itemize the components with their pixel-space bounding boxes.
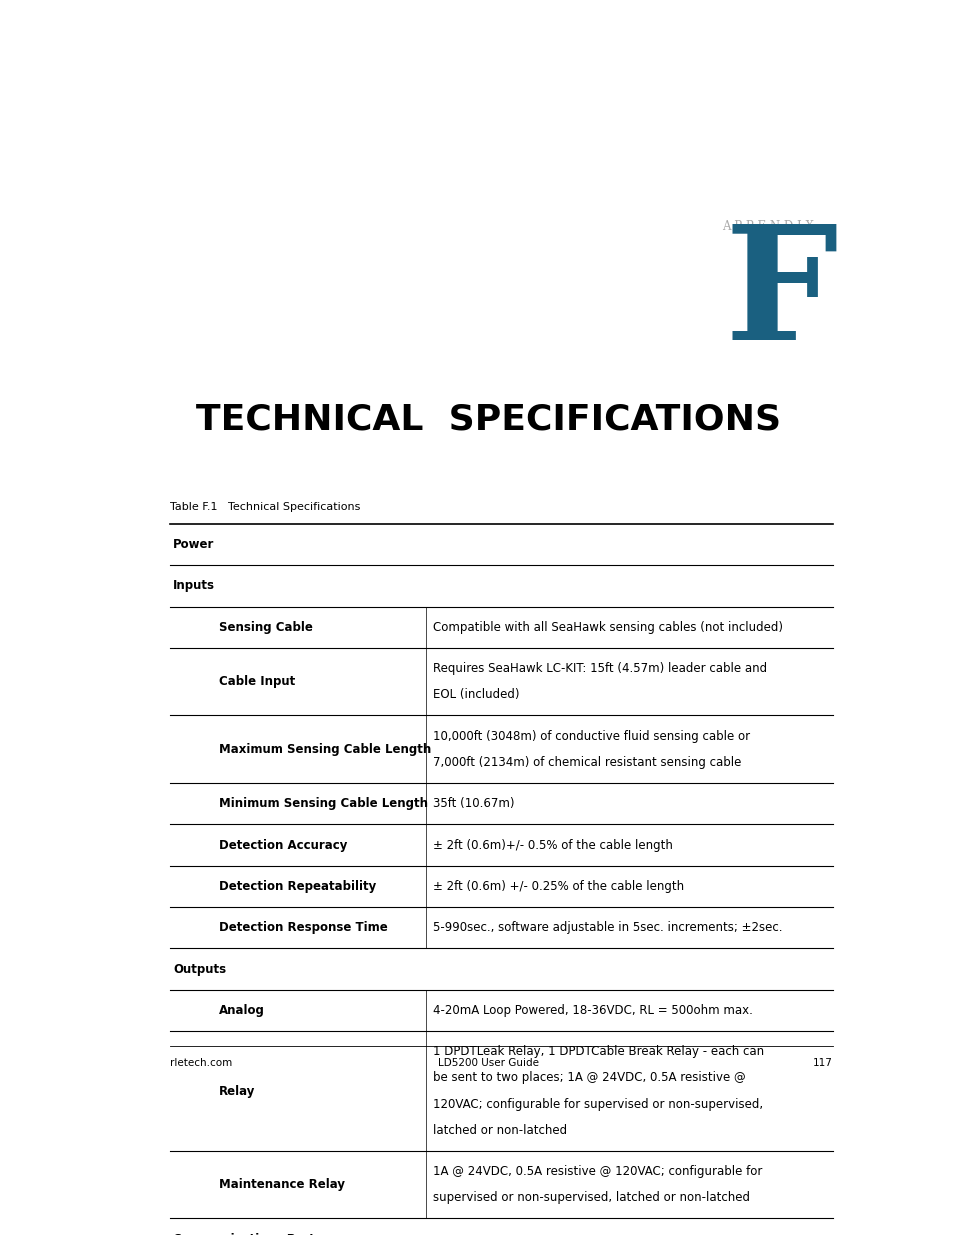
Text: Inputs: Inputs (173, 579, 215, 593)
Text: TECHNICAL  SPECIFICATIONS: TECHNICAL SPECIFICATIONS (196, 403, 781, 436)
Text: Table F.1   Technical Specifications: Table F.1 Technical Specifications (170, 503, 359, 513)
Text: Detection Accuracy: Detection Accuracy (219, 839, 347, 851)
Text: latched or non-latched: latched or non-latched (433, 1124, 567, 1136)
Text: Sensing Cable: Sensing Cable (219, 621, 313, 634)
Text: Requires SeaHawk LC-KIT: 15ft (4.57m) leader cable and: Requires SeaHawk LC-KIT: 15ft (4.57m) le… (433, 662, 767, 676)
Text: ± 2ft (0.6m) +/- 0.25% of the cable length: ± 2ft (0.6m) +/- 0.25% of the cable leng… (433, 879, 684, 893)
Text: Maximum Sensing Cable Length: Maximum Sensing Cable Length (219, 742, 431, 756)
Text: 5-990sec., software adjustable in 5sec. increments; ±2sec.: 5-990sec., software adjustable in 5sec. … (433, 921, 782, 934)
Text: 4-20mA Loop Powered, 18-36VDC, RL = 500ohm max.: 4-20mA Loop Powered, 18-36VDC, RL = 500o… (433, 1004, 753, 1016)
Text: Detection Repeatability: Detection Repeatability (219, 879, 375, 893)
Text: Detection Response Time: Detection Response Time (219, 921, 388, 934)
Text: F: F (723, 219, 837, 373)
Text: Minimum Sensing Cable Length: Minimum Sensing Cable Length (219, 797, 428, 810)
Text: supervised or non-supervised, latched or non-latched: supervised or non-supervised, latched or… (433, 1192, 750, 1204)
Text: 35ft (10.67m): 35ft (10.67m) (433, 797, 515, 810)
Text: Analog: Analog (219, 1004, 265, 1016)
Text: be sent to two places; 1A @ 24VDC, 0.5A resistive @: be sent to two places; 1A @ 24VDC, 0.5A … (433, 1072, 745, 1084)
Text: 1A @ 24VDC, 0.5A resistive @ 120VAC; configurable for: 1A @ 24VDC, 0.5A resistive @ 120VAC; con… (433, 1165, 762, 1178)
Text: LD5200 User Guide: LD5200 User Guide (438, 1058, 538, 1068)
Text: Outputs: Outputs (173, 962, 226, 976)
Text: Communications Ports: Communications Ports (173, 1233, 322, 1235)
Text: ± 2ft (0.6m)+/- 0.5% of the cable length: ± 2ft (0.6m)+/- 0.5% of the cable length (433, 839, 673, 851)
Text: A P P E N D I X: A P P E N D I X (721, 220, 814, 232)
Text: Relay: Relay (219, 1084, 255, 1098)
Text: Compatible with all SeaHawk sensing cables (not included): Compatible with all SeaHawk sensing cabl… (433, 621, 782, 634)
Text: EOL (included): EOL (included) (433, 688, 519, 701)
Text: 120VAC; configurable for supervised or non-supervised,: 120VAC; configurable for supervised or n… (433, 1098, 762, 1110)
Text: Power: Power (173, 538, 214, 551)
Text: Maintenance Relay: Maintenance Relay (219, 1178, 345, 1192)
Text: 1 DPDTLeak Relay, 1 DPDTCable Break Relay - each can: 1 DPDTLeak Relay, 1 DPDTCable Break Rela… (433, 1045, 763, 1058)
Text: 117: 117 (812, 1058, 832, 1068)
Text: Cable Input: Cable Input (219, 676, 295, 688)
Text: rletech.com: rletech.com (170, 1058, 232, 1068)
Text: 10,000ft (3048m) of conductive fluid sensing cable or: 10,000ft (3048m) of conductive fluid sen… (433, 730, 750, 742)
Text: 7,000ft (2134m) of chemical resistant sensing cable: 7,000ft (2134m) of chemical resistant se… (433, 756, 741, 768)
